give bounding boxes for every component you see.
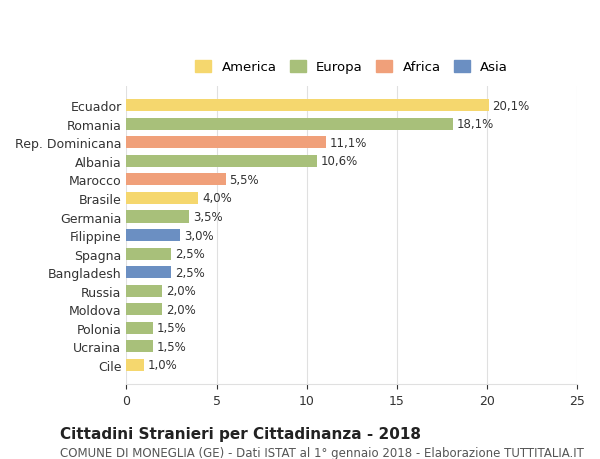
Text: 4,0%: 4,0% bbox=[202, 192, 232, 205]
Text: 2,0%: 2,0% bbox=[166, 303, 196, 316]
Bar bbox=[127, 359, 145, 371]
Text: 10,6%: 10,6% bbox=[321, 155, 358, 168]
Bar bbox=[127, 192, 199, 205]
Text: 1,5%: 1,5% bbox=[157, 322, 187, 335]
Bar bbox=[127, 230, 181, 241]
Text: 2,0%: 2,0% bbox=[166, 285, 196, 297]
Text: Cittadini Stranieri per Cittadinanza - 2018: Cittadini Stranieri per Cittadinanza - 2… bbox=[60, 425, 421, 441]
Bar bbox=[127, 285, 163, 297]
Bar bbox=[127, 118, 452, 130]
Text: 1,5%: 1,5% bbox=[157, 340, 187, 353]
Bar bbox=[127, 211, 190, 223]
Text: 2,5%: 2,5% bbox=[175, 266, 205, 279]
Text: 3,5%: 3,5% bbox=[193, 211, 223, 224]
Bar bbox=[127, 137, 326, 149]
Text: 2,5%: 2,5% bbox=[175, 247, 205, 261]
Bar bbox=[127, 100, 489, 112]
Text: 11,1%: 11,1% bbox=[330, 136, 367, 150]
Bar bbox=[127, 156, 317, 168]
Bar bbox=[127, 322, 154, 334]
Text: COMUNE DI MONEGLIA (GE) - Dati ISTAT al 1° gennaio 2018 - Elaborazione TUTTITALI: COMUNE DI MONEGLIA (GE) - Dati ISTAT al … bbox=[60, 446, 584, 459]
Bar bbox=[127, 303, 163, 316]
Text: 18,1%: 18,1% bbox=[456, 118, 494, 131]
Bar bbox=[127, 248, 172, 260]
Legend: America, Europa, Africa, Asia: America, Europa, Africa, Asia bbox=[188, 54, 515, 81]
Bar bbox=[127, 267, 172, 279]
Text: 5,5%: 5,5% bbox=[229, 174, 259, 186]
Bar bbox=[127, 174, 226, 186]
Text: 1,0%: 1,0% bbox=[148, 358, 178, 371]
Bar bbox=[127, 341, 154, 353]
Text: 3,0%: 3,0% bbox=[184, 229, 214, 242]
Text: 20,1%: 20,1% bbox=[493, 100, 530, 112]
